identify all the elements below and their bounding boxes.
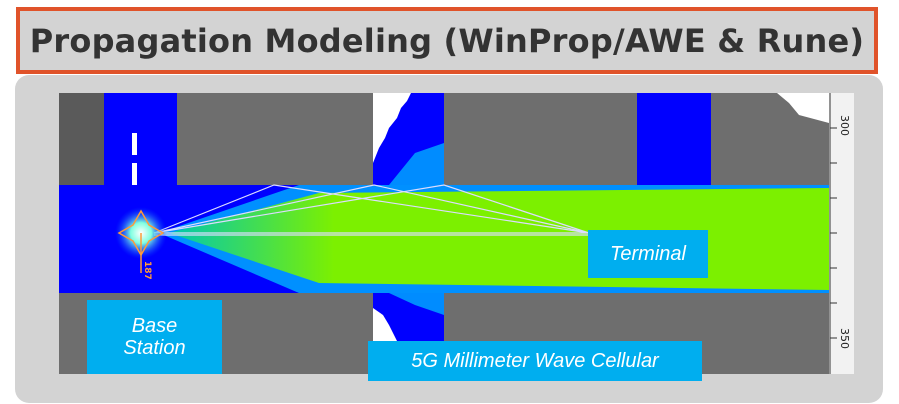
terminal-label: Terminal [588, 230, 708, 278]
shadow-zone-top [373, 93, 411, 163]
coverage-beam-branch-top [389, 143, 444, 185]
network-label: 5G Millimeter Wave Cellular [368, 341, 702, 381]
street-marker [132, 163, 137, 185]
building-top-1 [177, 93, 373, 185]
title-banner: Propagation Modeling (WinProp/AWE & Rune… [16, 7, 878, 74]
ray-paths [153, 184, 590, 236]
building-top-2 [444, 93, 637, 185]
scale-tick-label: 300 [838, 115, 851, 136]
scale-tick-label: 350 [838, 328, 851, 349]
base-station-icon [117, 209, 165, 273]
coverage-beam-branch-bottom [389, 293, 444, 315]
building-top-left [59, 93, 104, 185]
page-title: Propagation Modeling (WinProp/AWE & Rune… [29, 21, 865, 60]
site-label: 187 [142, 261, 152, 280]
scale-ruler-ticks [830, 127, 837, 339]
shadow-zone-right [777, 93, 829, 123]
base-station-label: Base Station [87, 300, 222, 374]
street-marker [132, 133, 137, 155]
